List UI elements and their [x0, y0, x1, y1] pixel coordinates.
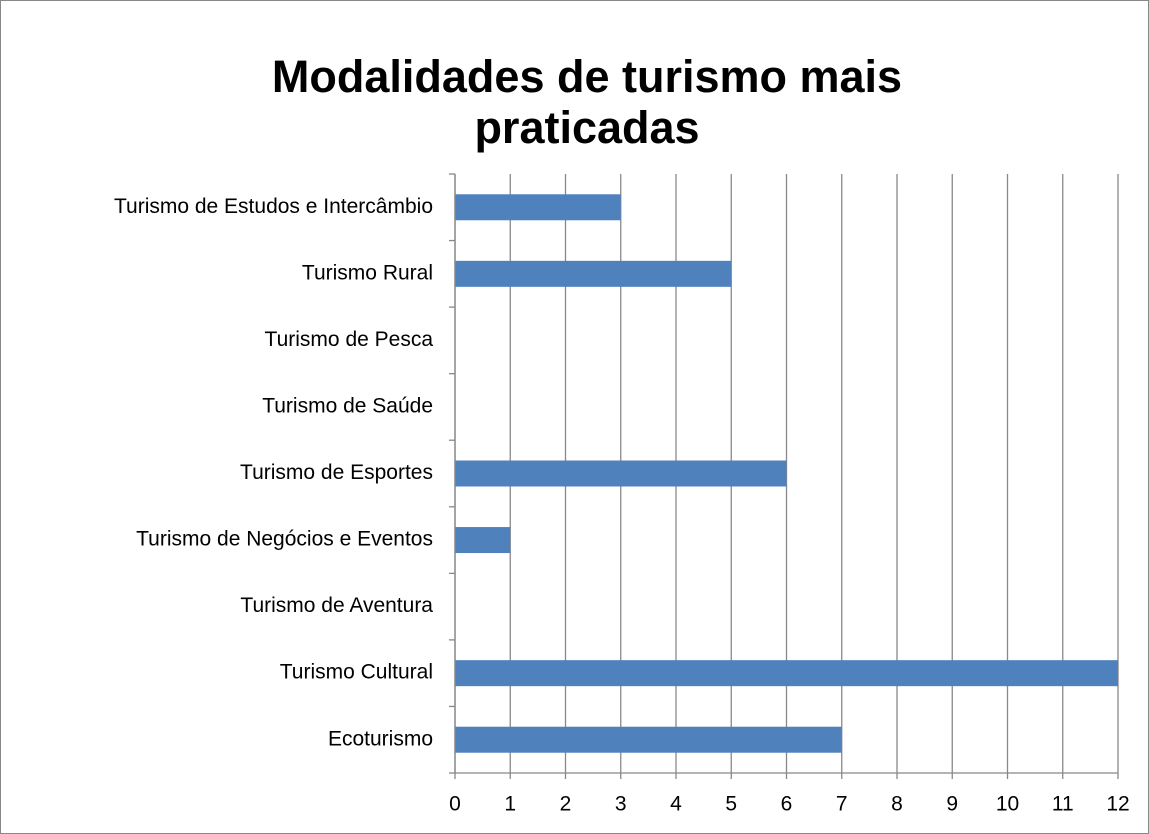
y-tick-label: Turismo Rural [302, 261, 433, 284]
x-tick-label: 12 [1106, 793, 1129, 816]
x-tick-label: 9 [946, 793, 958, 816]
y-tick-label: Turismo de Saúde [262, 394, 433, 417]
y-tick-label: Turismo Cultural [280, 661, 433, 684]
chart-title: praticadas [474, 102, 699, 153]
bar [455, 260, 732, 287]
y-tick-label: Turismo de Esportes [240, 461, 433, 484]
x-tick-label: 0 [449, 793, 461, 816]
x-tick-label: 2 [560, 793, 572, 816]
bar [455, 460, 787, 487]
bar [455, 527, 511, 554]
x-tick-label: 11 [1052, 793, 1074, 816]
bar [455, 660, 1118, 687]
x-tick-label: 7 [836, 793, 848, 816]
x-tick-label: 5 [725, 793, 737, 816]
x-tick-label: 10 [996, 793, 1019, 816]
x-tick-label: 8 [891, 793, 903, 816]
chart-title: Modalidades de turismo mais [272, 51, 902, 102]
bar [455, 726, 842, 753]
y-tick-label: Turismo de Estudos e Intercâmbio [114, 195, 433, 218]
y-tick-label: Turismo de Pesca [265, 328, 434, 351]
y-tick-label: Turismo de Negócios e Eventos [136, 528, 433, 551]
x-tick-label: 3 [615, 793, 627, 816]
y-tick-label: Ecoturismo [328, 727, 433, 750]
y-tick-label: Turismo de Aventura [240, 594, 433, 617]
x-tick-label: 6 [781, 793, 793, 816]
x-tick-label: 4 [670, 793, 682, 816]
x-tick-label: 1 [504, 793, 516, 816]
bar [455, 194, 621, 221]
